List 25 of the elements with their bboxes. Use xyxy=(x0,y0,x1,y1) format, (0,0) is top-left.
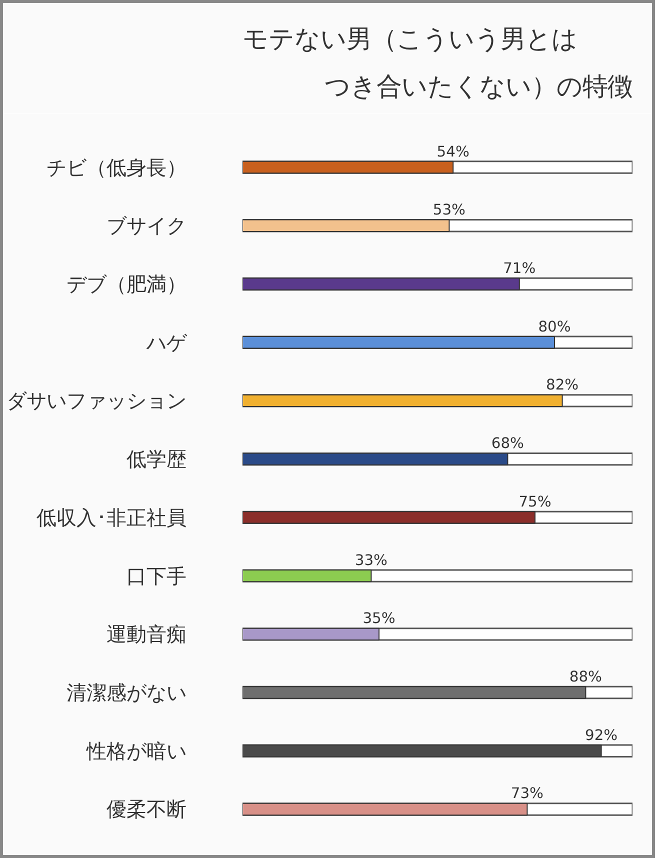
y-tick-label: 口下手 xyxy=(126,564,186,588)
y-tick-label: チビ（低身長） xyxy=(46,155,186,180)
y-tick-label: 性格が暗い xyxy=(86,738,186,763)
y-tick-label: ダサいファッション xyxy=(6,388,186,413)
y-tick-label: 運動音痴 xyxy=(106,622,186,646)
data-label: 82% xyxy=(546,376,579,394)
y-tick-label: ブサイク xyxy=(106,214,186,238)
data-label: 53% xyxy=(432,202,466,219)
data-label: 35% xyxy=(362,610,396,628)
data-label: 88% xyxy=(569,668,602,686)
y-tick-label: デブ（肥満） xyxy=(66,272,186,296)
chart-title: モテない男（こういう男とはつき合いたくない）の特徴 xyxy=(242,24,632,101)
y-tick-label: 清潔感がない xyxy=(66,680,186,705)
data-label: 68% xyxy=(491,435,524,452)
y-tick-label: 低学歴 xyxy=(126,447,186,472)
data-label: 73% xyxy=(510,785,544,802)
data-label: 80% xyxy=(538,318,571,336)
y-tick-label: 優柔不断 xyxy=(106,797,186,822)
data-label: 75% xyxy=(518,493,552,510)
y-tick-label: ハゲ xyxy=(146,330,188,354)
y-tick-label: 低収入･非正社員 xyxy=(36,505,186,530)
data-label: 33% xyxy=(354,552,388,569)
data-label: 92% xyxy=(585,726,618,744)
data-label: 71% xyxy=(503,260,536,277)
data-label: 54% xyxy=(436,143,470,160)
